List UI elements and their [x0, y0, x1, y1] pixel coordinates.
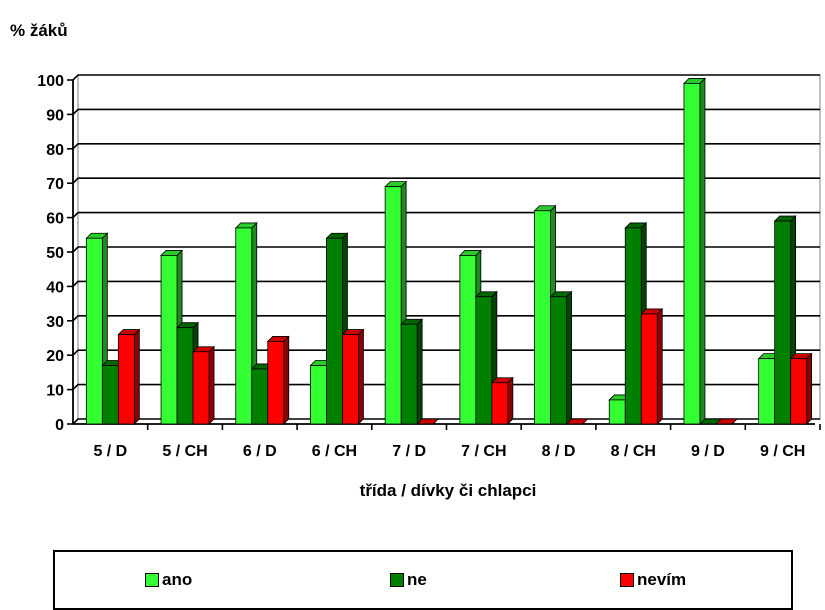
x-tick-label: 5 / D: [93, 443, 127, 460]
bar-ano-4: [385, 187, 401, 424]
legend-swatch-ne: [390, 573, 404, 587]
bar-nevím-9-side: [807, 354, 812, 424]
bar-nevím-1-side: [209, 347, 214, 424]
legend-label-ano: ano: [162, 570, 192, 590]
x-tick-label: 7 / D: [392, 443, 426, 460]
bar-ano-8-side: [700, 78, 705, 424]
y-tick-label: 60: [46, 211, 64, 228]
y-tick-label: 50: [46, 245, 64, 262]
bar-ne-4: [401, 324, 417, 424]
x-tick-label: 7 / CH: [461, 443, 506, 460]
legend-item-nevim: nevím: [620, 572, 686, 588]
y-tick-label: 90: [46, 107, 64, 124]
bar-ano-1: [161, 255, 177, 424]
bar-nevím-2-side: [284, 336, 289, 424]
bar-nevím-7-side: [657, 309, 662, 424]
y-tick-label: 100: [37, 73, 64, 90]
chart-plot-area: 0 10 20 30 40 50 60 70 80 90 100 5 / D 5 / CH 6 / D 6 …: [37, 73, 820, 460]
bar-ano-9: [759, 359, 775, 424]
y-tick-label: 30: [46, 314, 64, 331]
x-axis-title: třída / dívky či chlapci: [360, 481, 537, 500]
y-tick-label: 80: [46, 142, 64, 159]
bar-nevím-0: [118, 335, 134, 424]
bar-ne-2: [252, 369, 268, 424]
bar-ne-6: [551, 297, 567, 424]
x-tick-label: 8 / CH: [611, 443, 656, 460]
x-tick-label: 9 / CH: [760, 443, 805, 460]
legend-label-ne: ne: [407, 570, 427, 590]
bar-ne-9: [775, 221, 791, 424]
legend-item-ano: ano: [145, 572, 192, 588]
bar-ne-6-side: [567, 292, 572, 424]
y-tick-label: 0: [55, 417, 64, 434]
bar-ne-5: [476, 297, 492, 424]
bar-ano-6: [535, 211, 551, 424]
x-tick-label: 9 / D: [691, 443, 725, 460]
x-tick-label: 6 / D: [243, 443, 277, 460]
bar-nevím-9: [791, 359, 807, 424]
bar-ano-3: [310, 366, 326, 424]
bar-ne-0: [102, 366, 118, 424]
legend-label-nevim: nevím: [637, 570, 686, 590]
legend-swatch-ano: [145, 573, 159, 587]
bar-ano-2: [236, 228, 252, 424]
bar-ne-1: [177, 328, 193, 424]
bar-nevím-7: [641, 314, 657, 424]
x-tick-label: 5 / CH: [162, 443, 207, 460]
legend-item-ne: ne: [390, 572, 427, 588]
bar-ano-8: [684, 83, 700, 424]
bar-nevím-5: [492, 383, 508, 424]
legend: ano ne nevím: [53, 550, 793, 610]
x-tick-label: 6 / CH: [312, 443, 357, 460]
bar-ne-4-side: [417, 319, 422, 424]
bar-ne-7: [625, 228, 641, 424]
bar-nevím-3: [342, 335, 358, 424]
x-tick-label: 8 / D: [542, 443, 576, 460]
bar-ano-0: [86, 238, 102, 424]
bar-chart: % žáků třída / dívky či chlapci 0 10 20 30 4…: [0, 0, 825, 540]
y-tick-label: 20: [46, 348, 64, 365]
y-tick-label: 10: [46, 383, 64, 400]
legend-swatch-nevim: [620, 573, 634, 587]
bar-ano-7: [609, 400, 625, 424]
y-axis-title: % žáků: [10, 21, 68, 40]
bar-nevím-3-side: [358, 330, 363, 424]
y-tick-label: 40: [46, 279, 64, 296]
bar-ano-5: [460, 255, 476, 424]
bar-nevím-2: [268, 341, 284, 424]
bar-nevím-1: [193, 352, 209, 424]
bar-nevím-0-side: [134, 330, 139, 424]
bar-ne-3: [326, 238, 342, 424]
y-tick-label: 70: [46, 176, 64, 193]
bar-nevím-5-side: [508, 378, 513, 424]
